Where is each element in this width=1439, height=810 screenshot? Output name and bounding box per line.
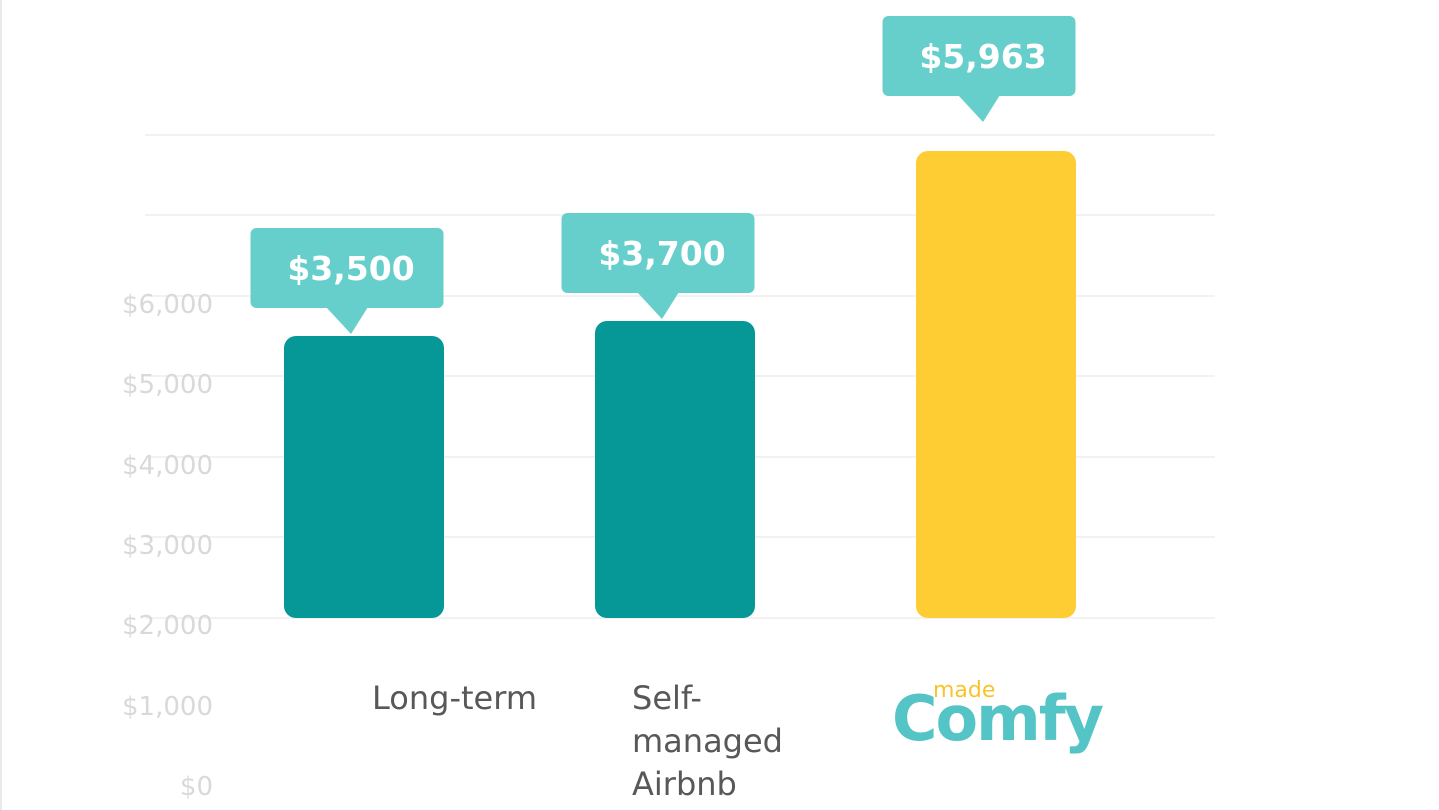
callout-box (561, 212, 755, 293)
y-tick-label: $3,000 (122, 531, 213, 561)
bar (916, 151, 1076, 618)
x-category-label: Self- (632, 679, 702, 717)
bar (284, 336, 444, 618)
logo-comfy-text: Comfy (892, 682, 1104, 755)
callout-box (250, 228, 444, 308)
y-tick-label: $5,000 (122, 370, 213, 400)
callout-pointer (958, 95, 1000, 122)
value-callout: $5,963 (882, 16, 1076, 122)
x-axis-categories: Long-term Self-managed Airbnb (372, 679, 783, 803)
value-callouts: $3,500 $3,700 $5,963 (250, 16, 1076, 334)
x-category-label: managed (632, 722, 783, 760)
y-tick-label: $1,000 (122, 692, 213, 722)
value-callout: $3,700 (561, 212, 755, 319)
data-label: $3,700 (598, 234, 725, 273)
data-label: $5,963 (919, 37, 1046, 76)
bars (284, 151, 1076, 618)
data-label: $3,500 (287, 249, 414, 288)
callout-pointer (326, 307, 368, 334)
logo-made-text: made (933, 678, 995, 703)
y-tick-label: $6,000 (122, 290, 213, 320)
y-axis-ticks: $0 $1,000 $2,000 $3,000 $4,000 $5,000 $6,000 (122, 290, 213, 802)
callout-box (882, 16, 1076, 96)
y-tick-label: $2,000 (122, 611, 213, 641)
callout-pointer (637, 291, 679, 319)
x-category-label: Airbnb (632, 765, 737, 803)
bar (595, 320, 755, 618)
y-tick-label: $0 (180, 772, 213, 802)
madecomfy-logo: made Comfy (892, 678, 1106, 755)
x-category-label: Long-term (372, 679, 537, 717)
value-callout: $3,500 (250, 228, 444, 334)
left-edge-divider (0, 0, 2, 810)
y-tick-label: $4,000 (122, 451, 213, 481)
